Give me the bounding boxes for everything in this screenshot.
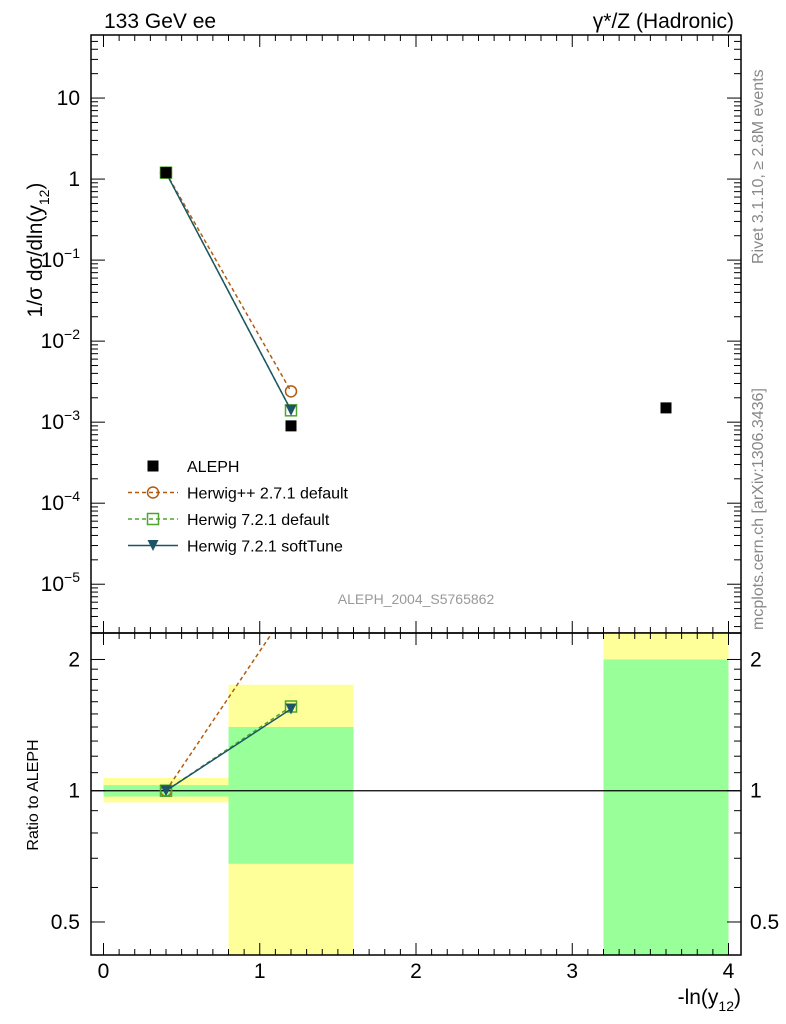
main-y-tick-label: 1 [68, 168, 80, 191]
main-ylabel: 1/σ dσ/dln(y12) [24, 183, 52, 318]
main-series-line-1 [165, 172, 292, 392]
header-right-title: γ*/Z (Hadronic) [593, 10, 734, 33]
ratio-xlabel-sub: 12 [718, 998, 734, 1014]
main-y-tick-base: 10 [41, 573, 64, 596]
main-y-tick-exp: −5 [64, 569, 80, 585]
ratio-band-inner-1 [228, 727, 354, 864]
legend-marker-0 [147, 460, 159, 472]
ratio-x-tick-label: 3 [566, 960, 578, 983]
ratio-series-group [159, 599, 298, 797]
main-y-tick-exp: −2 [64, 326, 80, 342]
ratio-series-line-2 [165, 708, 292, 792]
ratio-y-tick-label-right: 1 [750, 780, 762, 803]
main-point-3-1 [285, 404, 297, 416]
ratio-series-line-0 [165, 633, 273, 792]
watermark: ALEPH_2004_S5765862 [338, 591, 495, 607]
ratio-bands [91, 633, 741, 955]
ratio-y-tick-label: 1 [68, 780, 80, 803]
rivet-label: Rivet 3.1.10, ≥ 2.8M events [750, 69, 767, 264]
main-y-tick-exp: −4 [64, 488, 80, 504]
main-panel: ALEPH_2004_S5765862 1/σ dσ/dln(y12) 1011… [24, 34, 742, 634]
main-y-tick-label: 10−1 [41, 245, 81, 272]
main-y-tick-exp: −3 [64, 407, 80, 423]
legend-label-0: ALEPH [187, 459, 239, 476]
header-left-title: 133 GeV ee [104, 10, 216, 33]
main-y-tick-base: 10 [41, 492, 64, 515]
ratio-xlabel-text: -ln(y [678, 986, 719, 1009]
main-series-line-3 [165, 172, 292, 411]
ratio-x-tick-label: 2 [410, 960, 422, 983]
main-ylabel-text: 1/σ dσ/dln(y [24, 205, 47, 318]
main-y-tick-base: 10 [41, 411, 64, 434]
main-point-0-1 [285, 420, 297, 432]
main-y-tick-label: 10−3 [41, 407, 81, 434]
legend-label-3: Herwig 7.2.1 softTune [187, 539, 343, 556]
main-point-1-1 [284, 385, 298, 398]
ratio-ylabel: Ratio to ALEPH [25, 739, 42, 850]
legend-marker-3 [147, 540, 159, 551]
ratio-y-tick-label: 0.5 [51, 911, 80, 934]
ratio-series [159, 599, 298, 797]
ratio-x-tick-label: 4 [723, 960, 735, 983]
ratio-y-tick-label-right: 0.5 [750, 911, 779, 934]
legend-marker-2 [146, 512, 160, 526]
main-y-tick-label: 10 [57, 87, 80, 110]
main-ylabel-sub: 12 [36, 189, 52, 205]
ratio-panel: 0 1 2 3 40.5 0.51 12 2 Ratio to ALEPH -ln(y12) [25, 599, 779, 1014]
main-y-tick-base: 10 [41, 249, 64, 272]
ratio-ticks: 0 1 2 3 4 0.5 0.5 1 1 2 2 [51, 633, 779, 983]
main-y-tick-base: 1 [68, 168, 80, 191]
main-y-tick-label: 10−2 [41, 326, 81, 353]
ratio-band-inner-2 [603, 659, 729, 955]
legend-label-1: Herwig++ 2.7.1 default [187, 486, 349, 503]
ratio-y-tick-label: 2 [68, 648, 80, 671]
main-y-tick-base: 10 [41, 330, 64, 353]
main-ylabel-close: ) [24, 183, 47, 190]
ratio-x-tick-label: 0 [98, 960, 110, 983]
main-point-0-0 [160, 167, 172, 179]
main-y-tick-base: 10 [57, 87, 80, 110]
ratio-point-0-1 [286, 599, 297, 610]
legend: ALEPH Herwig++ 2.7.1 default Herwig 7.2.1 … [128, 459, 349, 556]
main-point-0-2 [660, 402, 672, 414]
main-y-tick-label: 10−4 [41, 488, 81, 515]
main-y-tick-label: 10−5 [41, 569, 81, 596]
ratio-point-2-1 [285, 703, 297, 715]
legend-marker-1 [146, 486, 160, 499]
ratio-point-2-0 [160, 785, 172, 797]
ratio-xlabel: -ln(y12) [678, 986, 741, 1014]
ratio-x-tick-label: 1 [254, 960, 266, 983]
ratio-y-tick-label-right: 2 [750, 648, 762, 671]
mcplots-label: mcplots.cern.ch [arXiv:1306.3436] [750, 388, 767, 630]
main-y-tick-exp: −1 [64, 245, 80, 261]
ratio-xlabel-close: ) [734, 986, 741, 1009]
legend-label-2: Herwig 7.2.1 default [187, 512, 330, 529]
main-series [159, 166, 672, 432]
